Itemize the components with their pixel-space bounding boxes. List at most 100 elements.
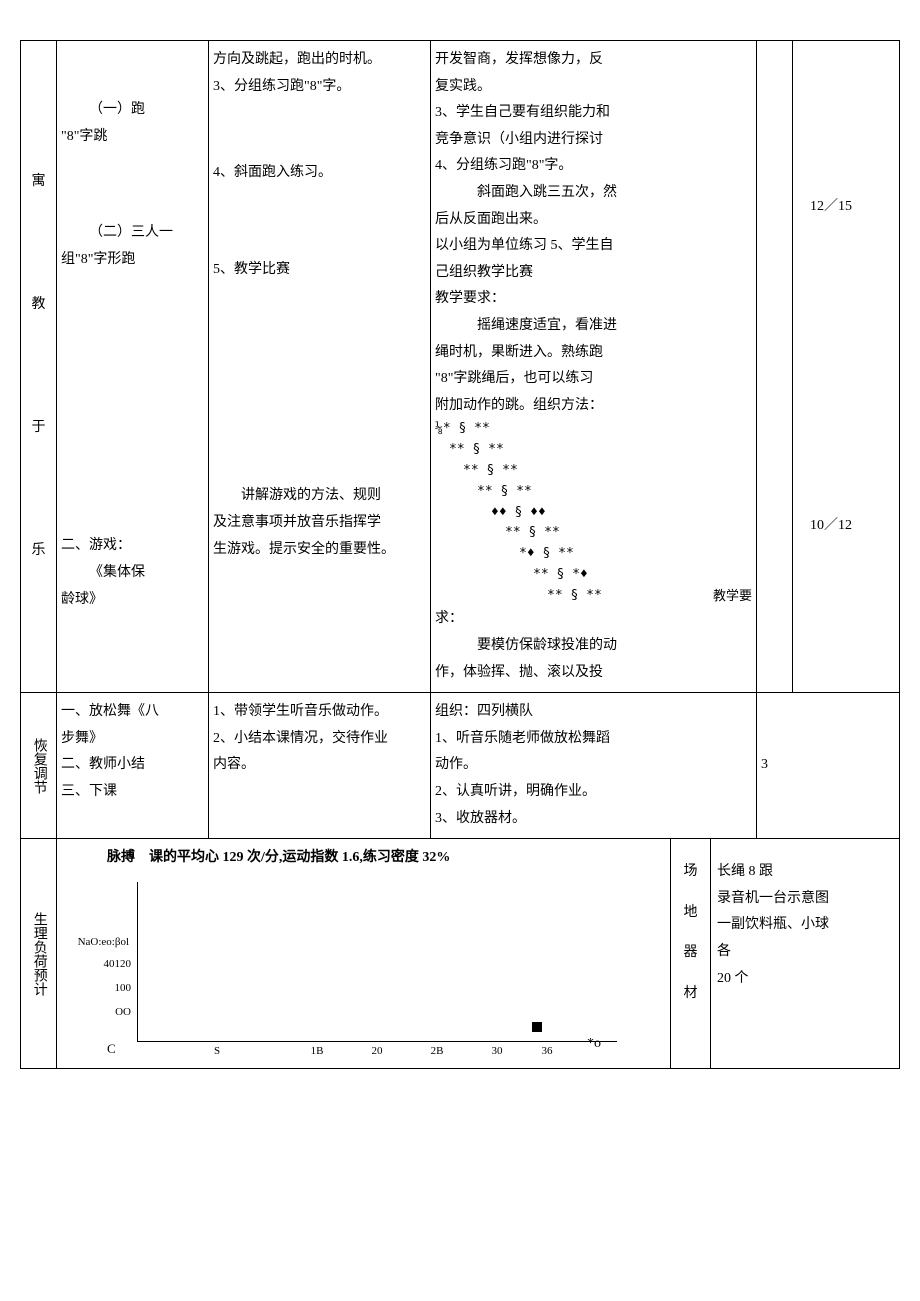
y-axis <box>137 882 138 1042</box>
chart-corner: C <box>107 1037 116 1062</box>
equipment-list: 长绳 8 跟 录音机一台示意图 一副饮料瓶、小球 各 20 个 <box>711 839 869 1068</box>
recovery-content: 一、放松舞《八 步舞》 二、教师小结 三、下课 <box>57 693 209 838</box>
side-char: 乐 <box>32 538 46 565</box>
y-tick: OO <box>87 1002 131 1023</box>
student-line: 竞争意识（小组内进行探讨 <box>435 127 752 154</box>
y-tick: 40120 <box>87 954 131 975</box>
teacher-line: 3、分组练习跑"8"字。 <box>213 74 426 101</box>
student-line: 己组织教学比赛 <box>435 260 752 287</box>
pattern-row: ** § ** <box>435 523 752 544</box>
pattern-row: ⅛* § ** <box>435 419 752 440</box>
y-tick: 100 <box>87 978 131 999</box>
equipment-item: 20 个 <box>717 966 863 993</box>
content-game: 二、游戏： <box>61 533 204 560</box>
x-tick: 30 <box>492 1041 503 1062</box>
student-line: 教学要求： <box>435 286 752 313</box>
recovery-student: 组织：四列横队 1、听音乐随老师做放松舞蹈 动作。 2、认真听讲，明确作业。 3… <box>431 693 757 838</box>
student-line: 4、分组练习跑"8"字。 <box>435 153 752 180</box>
x-tick: 36 <box>542 1041 553 1062</box>
pattern-row: ** § ** <box>435 586 602 607</box>
section-label-recovery: 恢复调节 <box>21 693 57 838</box>
student-line: 3、学生自己要有组织能力和 <box>435 100 752 127</box>
chart-header: 脉搏 课的平均心 129 次/分,运动指数 1.6,练习密度 32% <box>67 845 660 872</box>
student-line: 绳时机，果断进入。熟练跑 <box>435 340 752 367</box>
chart-trail: *o <box>587 1031 601 1058</box>
student-line: 开发智商，发挥想像力，反 <box>435 47 752 74</box>
main-row: 寓 教 于 乐 （一）跑 "8"字跳 （二）三人一 组"8"字形跑 二、游戏： … <box>21 41 899 693</box>
side-char: 寓 <box>32 169 46 196</box>
time-value: 10／12 <box>810 513 852 540</box>
pattern-row: ** § ** <box>435 482 752 503</box>
teacher-game-line: 讲解游戏的方法、规则 <box>213 483 426 510</box>
physio-side-text: 生理负荷预计 <box>25 912 52 996</box>
pulse-chart: NaO:eo:βol 40120 100 OO C S 1B 20 2B 30 … <box>137 882 617 1062</box>
content-item: "8"字跳 <box>61 124 204 151</box>
pattern-row: ♦♦ § ♦♦ <box>435 503 752 524</box>
content-item: 组"8"字形跑 <box>61 247 204 274</box>
recovery-line: 内容。 <box>213 752 426 779</box>
x-tick: 20 <box>372 1041 383 1062</box>
student-line: 以小组为单位练习 5、学生自 <box>435 233 752 260</box>
recovery-line: 2、小结本课情况，交待作业 <box>213 726 426 753</box>
student-line: 后从反面跑出来。 <box>435 207 752 234</box>
teacher-game-line: 及注意事项并放音乐指挥学 <box>213 510 426 537</box>
field-equipment-label: 场 地 器 材 <box>671 839 711 1068</box>
field-char: 地 <box>675 900 706 927</box>
physio-row: 生理负荷预计 脉搏 课的平均心 129 次/分,运动指数 1.6,练习密度 32… <box>21 839 899 1069</box>
recovery-time: 3 <box>757 693 869 838</box>
equipment-item: 长绳 8 跟 <box>717 859 863 886</box>
recovery-time-value: 3 <box>761 752 768 779</box>
student-column: 开发智商，发挥想像力，反 复实践。 3、学生自己要有组织能力和 竞争意识（小组内… <box>431 41 757 692</box>
field-char: 器 <box>675 940 706 967</box>
recovery-row: 恢复调节 一、放松舞《八 步舞》 二、教师小结 三、下课 1、带领学生听音乐做动… <box>21 693 899 839</box>
equipment-item: 录音机一台示意图 <box>717 886 863 913</box>
equipment-item: 一副饮料瓶、小球 <box>717 912 863 939</box>
field-char: 场 <box>675 859 706 886</box>
field-char: 材 <box>675 981 706 1008</box>
time-value: 12／15 <box>810 194 852 221</box>
content-item: （一）跑 <box>61 97 204 124</box>
recovery-line: 3、收放器材。 <box>435 806 752 833</box>
content-game-title2: 龄球》 <box>61 587 204 614</box>
recovery-line: 一、放松舞《八 <box>61 699 204 726</box>
pattern-row: *♦ § ** <box>435 544 752 565</box>
pattern-row: ** § ** <box>435 440 752 461</box>
recovery-line: 2、认真听讲，明确作业。 <box>435 779 752 806</box>
recovery-teacher: 1、带领学生听音乐做动作。 2、小结本课情况，交待作业 内容。 <box>209 693 431 838</box>
pattern-row: ** § *♦ <box>435 565 752 586</box>
student-line: 作，体验挥、抛、滚以及投 <box>435 660 752 687</box>
student-line: 求： <box>435 606 752 633</box>
student-line: 教学要 <box>602 586 752 607</box>
recovery-side-text: 恢复调节 <box>25 738 52 794</box>
formation-pattern: ⅛* § ** ** § ** ** § ** ** § ** ♦♦ § ♦♦ … <box>435 419 752 606</box>
recovery-line: 1、听音乐随老师做放松舞蹈 <box>435 726 752 753</box>
chart-marker <box>532 1022 542 1032</box>
lesson-plan-table: 寓 教 于 乐 （一）跑 "8"字跳 （二）三人一 组"8"字形跑 二、游戏： … <box>20 40 900 1069</box>
x-tick: 2B <box>431 1041 444 1062</box>
content-game-title: 《集体保 <box>61 560 204 587</box>
pattern-row: ** § ** <box>435 461 752 482</box>
side-char: 于 <box>32 415 46 442</box>
recovery-line: 二、教师小结 <box>61 752 204 779</box>
physio-chart-cell: 脉搏 课的平均心 129 次/分,运动指数 1.6,练习密度 32% NaO:e… <box>57 839 671 1068</box>
time-spacer-col <box>757 41 793 692</box>
content-item: （二）三人一 <box>61 220 204 247</box>
teacher-line: 4、斜面跑入练习。 <box>213 160 426 187</box>
x-tick: 1B <box>311 1041 324 1062</box>
teacher-line: 5、教学比赛 <box>213 257 426 284</box>
recovery-line: 组织：四列横队 <box>435 699 752 726</box>
chart-header-text: 课的平均心 129 次/分,运动指数 1.6,练习密度 32% <box>149 850 450 865</box>
side-char: 教 <box>32 292 46 319</box>
section-label-physio: 生理负荷预计 <box>21 839 57 1068</box>
content-column: （一）跑 "8"字跳 （二）三人一 组"8"字形跑 二、游戏： 《集体保 龄球》 <box>57 41 209 692</box>
teacher-line: 方向及跳起，跑出的时机。 <box>213 47 426 74</box>
teacher-game-line: 生游戏。提示安全的重要性。 <box>213 537 426 564</box>
teacher-column: 方向及跳起，跑出的时机。 3、分组练习跑"8"字。 4、斜面跑入练习。 5、教学… <box>209 41 431 692</box>
equipment-item: 各 <box>717 939 863 966</box>
recovery-line: 步舞》 <box>61 726 204 753</box>
student-line: "8"字跳绳后，也可以练习 <box>435 366 752 393</box>
time-column: 12／15 10／12 <box>793 41 869 692</box>
student-line: 复实践。 <box>435 74 752 101</box>
section-label-main: 寓 教 于 乐 <box>21 41 57 692</box>
recovery-line: 动作。 <box>435 752 752 779</box>
